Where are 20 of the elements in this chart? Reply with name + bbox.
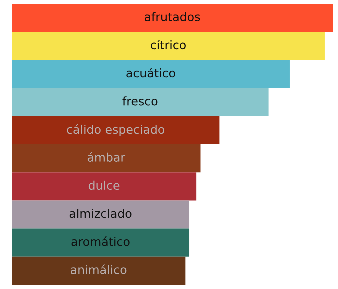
y-tick-label: afrutados: [144, 12, 200, 22]
bar: [12, 32, 325, 60]
y-tick-label: cítrico: [151, 40, 186, 50]
bar: [12, 228, 190, 257]
y-tick-label: ámbar: [88, 152, 126, 162]
y-tick-label: aromático: [72, 236, 130, 246]
bar: [12, 4, 333, 32]
y-tick-label: animálico: [71, 264, 127, 274]
bar: [12, 172, 197, 201]
y-tick-label: cálido especiado: [67, 124, 165, 136]
y-tick-label: almizclado: [70, 209, 132, 218]
bar: [12, 116, 220, 144]
bar: [12, 60, 290, 88]
y-tick-label: acuático: [126, 68, 176, 78]
bar: [12, 144, 201, 173]
bar: [12, 200, 190, 229]
bar: [12, 256, 186, 285]
y-tick-label: dulce: [88, 180, 120, 190]
y-tick-label: fresco: [122, 96, 158, 106]
bar: [12, 88, 269, 116]
